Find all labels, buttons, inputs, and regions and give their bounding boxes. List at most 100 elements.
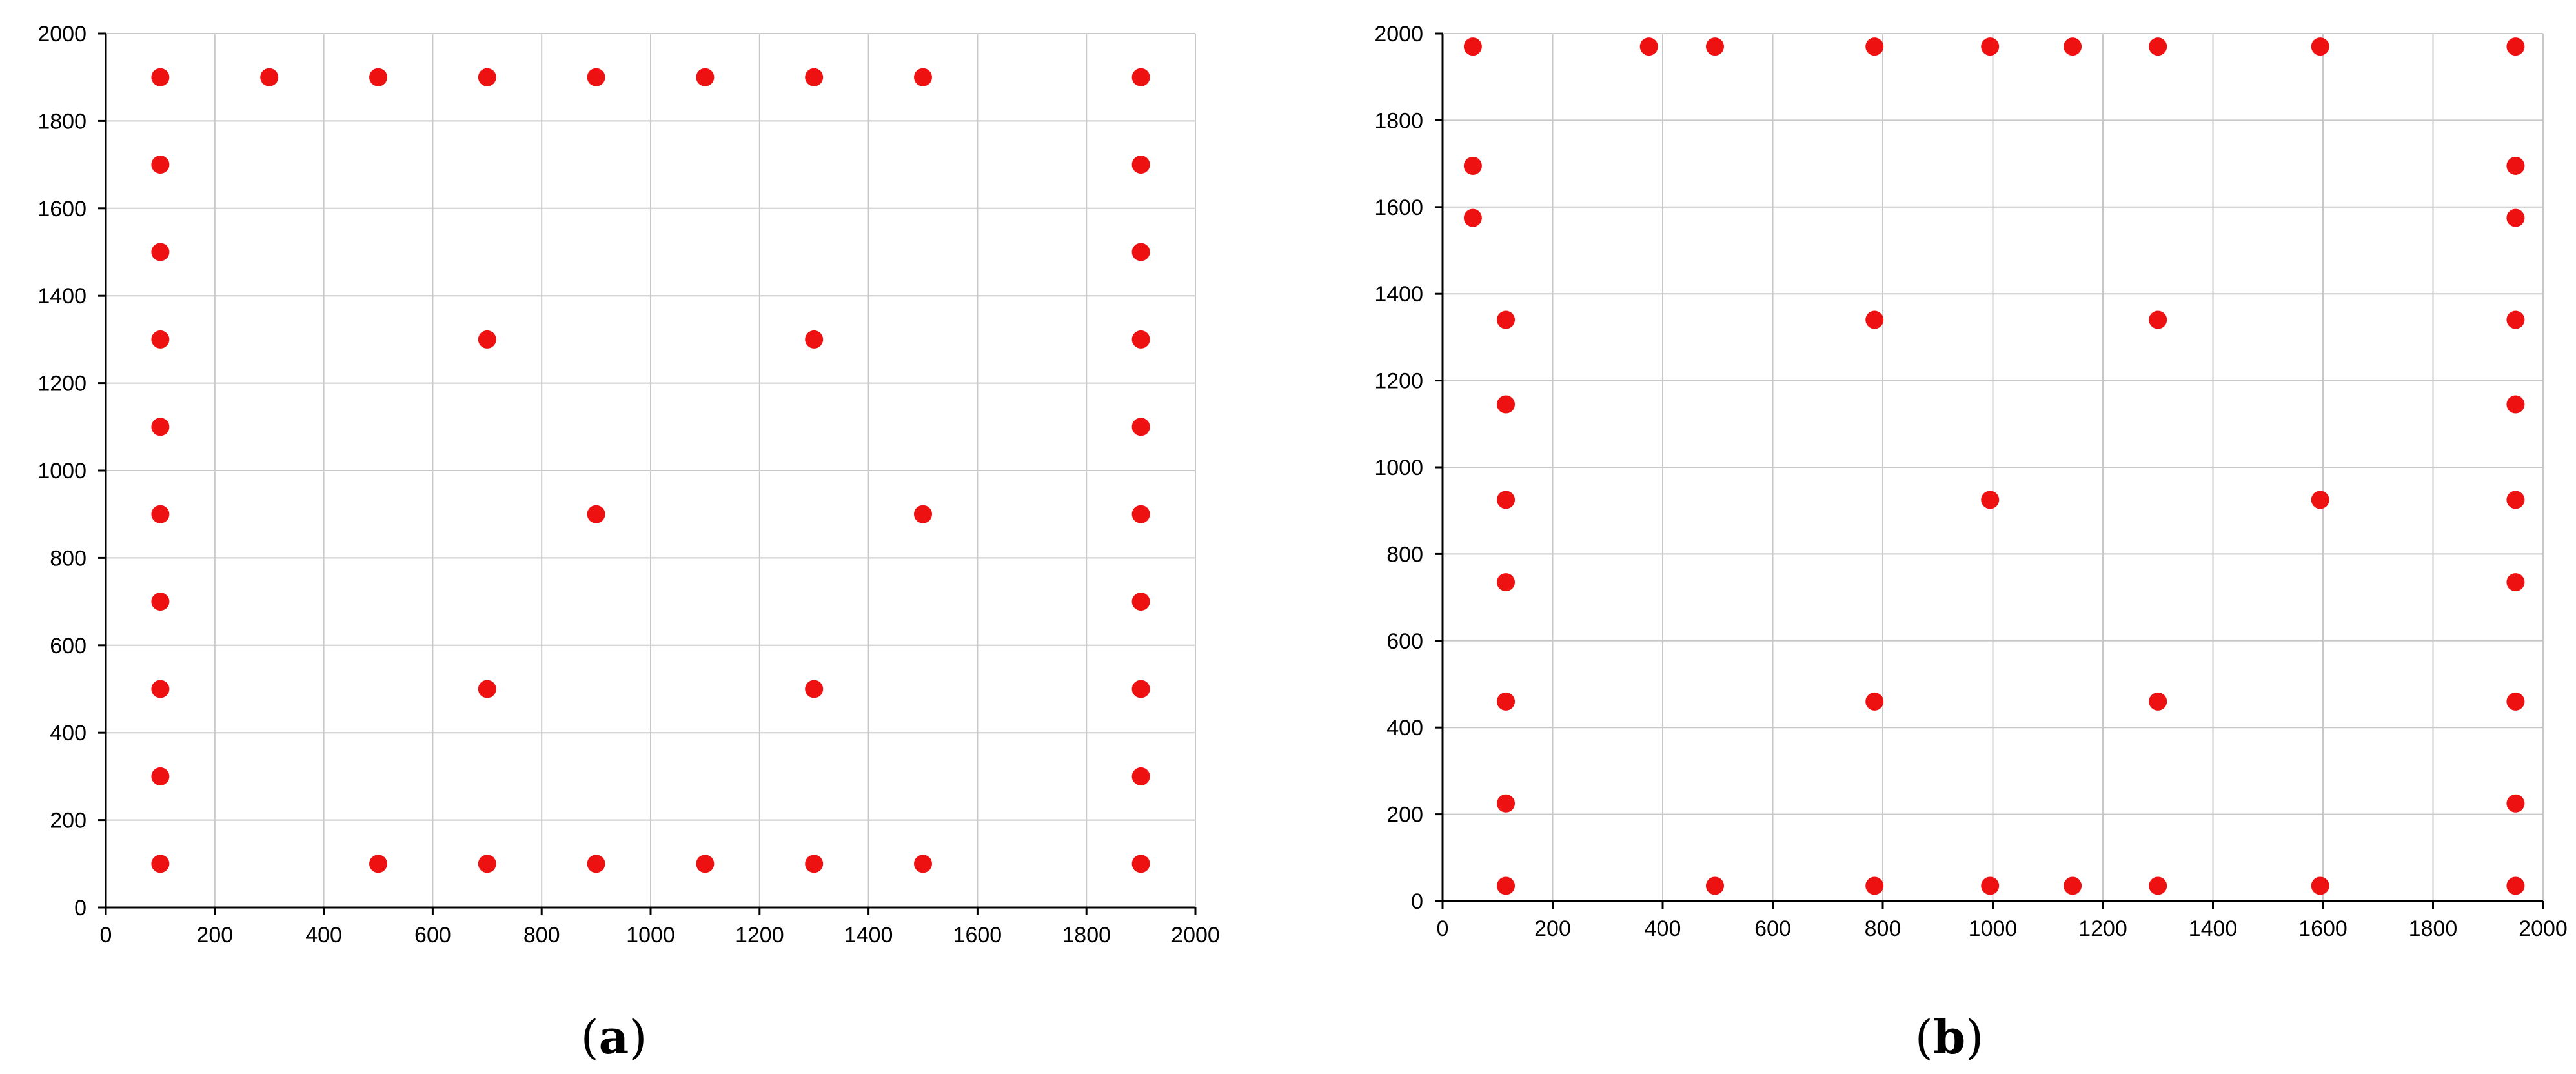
data-point xyxy=(151,330,170,349)
y-tick-label: 0 xyxy=(1411,889,1423,914)
x-tick-label: 0 xyxy=(1437,917,1449,941)
data-point xyxy=(1497,692,1516,711)
y-tick-label: 1000 xyxy=(1374,456,1423,480)
data-point xyxy=(1131,767,1150,785)
data-point xyxy=(2064,876,2082,895)
y-tick-label: 600 xyxy=(1386,629,1423,654)
y-tick-label: 2000 xyxy=(37,22,86,46)
y-tick-label: 800 xyxy=(50,546,86,571)
data-point xyxy=(1131,418,1150,436)
data-point xyxy=(2506,692,2525,711)
data-point xyxy=(2506,395,2525,414)
data-point xyxy=(1131,68,1150,86)
data-point xyxy=(2311,876,2329,895)
data-point xyxy=(2311,491,2329,509)
data-point xyxy=(2506,156,2525,175)
x-tick-label: 400 xyxy=(1645,917,1681,941)
data-point xyxy=(151,243,170,261)
data-point xyxy=(2506,794,2525,813)
y-tick-label: 1000 xyxy=(37,459,86,483)
y-tick-label: 1200 xyxy=(37,372,86,396)
data-point xyxy=(2506,37,2525,56)
data-point xyxy=(369,855,387,873)
y-tick-label: 600 xyxy=(50,634,86,658)
data-point xyxy=(1865,876,1884,895)
data-point xyxy=(914,855,932,873)
data-point xyxy=(1497,573,1516,592)
x-tick-label: 1800 xyxy=(1062,923,1111,947)
x-tick-label: 800 xyxy=(1865,917,1902,941)
data-point xyxy=(1131,593,1150,611)
data-point xyxy=(2506,573,2525,592)
x-tick-label: 400 xyxy=(305,923,342,947)
data-point xyxy=(2149,310,2167,329)
data-point xyxy=(1981,876,2000,895)
data-point xyxy=(2506,208,2525,227)
data-point xyxy=(151,767,170,785)
data-point xyxy=(1463,37,1482,56)
data-point xyxy=(1981,491,2000,509)
data-point xyxy=(1131,156,1150,174)
data-point xyxy=(151,593,170,611)
y-tick-label: 2000 xyxy=(1374,22,1423,46)
data-point xyxy=(2311,37,2329,56)
data-point xyxy=(2506,876,2525,895)
x-tick-label: 1600 xyxy=(2298,917,2348,941)
data-point xyxy=(805,680,824,698)
y-tick-label: 1400 xyxy=(37,284,86,309)
data-point xyxy=(1981,37,2000,56)
data-point xyxy=(478,68,496,86)
data-point xyxy=(1705,37,1724,56)
data-point xyxy=(914,505,932,523)
data-point xyxy=(369,68,387,86)
y-tick-label: 800 xyxy=(1386,542,1423,567)
data-point xyxy=(151,505,170,523)
y-tick-label: 400 xyxy=(1386,716,1423,740)
data-point xyxy=(587,68,605,86)
data-point xyxy=(696,855,715,873)
x-tick-label: 1400 xyxy=(844,923,893,947)
y-tick-label: 1800 xyxy=(37,109,86,134)
data-point xyxy=(2064,37,2082,56)
data-point xyxy=(2149,692,2167,711)
data-point xyxy=(1131,330,1150,349)
x-tick-label: 200 xyxy=(196,923,233,947)
data-point xyxy=(1497,876,1516,895)
y-tick-label: 1800 xyxy=(1374,108,1423,133)
x-tick-label: 2000 xyxy=(2519,917,2568,941)
x-tick-label: 600 xyxy=(1754,917,1791,941)
x-tick-label: 1800 xyxy=(2409,917,2458,941)
data-point xyxy=(151,680,170,698)
data-point xyxy=(2149,37,2167,56)
data-point xyxy=(587,505,605,523)
data-point xyxy=(1865,37,1884,56)
y-tick-label: 200 xyxy=(1386,803,1423,827)
data-point xyxy=(2149,876,2167,895)
data-point xyxy=(2506,491,2525,509)
data-point xyxy=(1865,310,1884,329)
x-tick-label: 200 xyxy=(1534,917,1571,941)
data-point xyxy=(1497,794,1516,813)
data-point xyxy=(1639,37,1658,56)
data-point xyxy=(1497,491,1516,509)
data-point xyxy=(587,855,605,873)
data-point xyxy=(1705,876,1724,895)
y-tick-label: 1600 xyxy=(1374,196,1423,220)
data-point xyxy=(151,855,170,873)
data-point xyxy=(805,330,824,349)
data-point xyxy=(1131,855,1150,873)
x-tick-label: 1000 xyxy=(626,923,675,947)
data-point xyxy=(478,680,496,698)
data-point xyxy=(478,855,496,873)
x-tick-label: 800 xyxy=(523,923,560,947)
panel-label: (a) xyxy=(581,1009,647,1064)
panel-label: (b) xyxy=(1915,1009,1984,1064)
x-tick-label: 1400 xyxy=(2189,917,2238,941)
data-point xyxy=(1463,208,1482,227)
x-tick-label: 1200 xyxy=(735,923,784,947)
x-tick-label: 600 xyxy=(414,923,451,947)
data-point xyxy=(1497,395,1516,414)
y-tick-label: 1200 xyxy=(1374,369,1423,394)
data-point xyxy=(260,68,279,86)
